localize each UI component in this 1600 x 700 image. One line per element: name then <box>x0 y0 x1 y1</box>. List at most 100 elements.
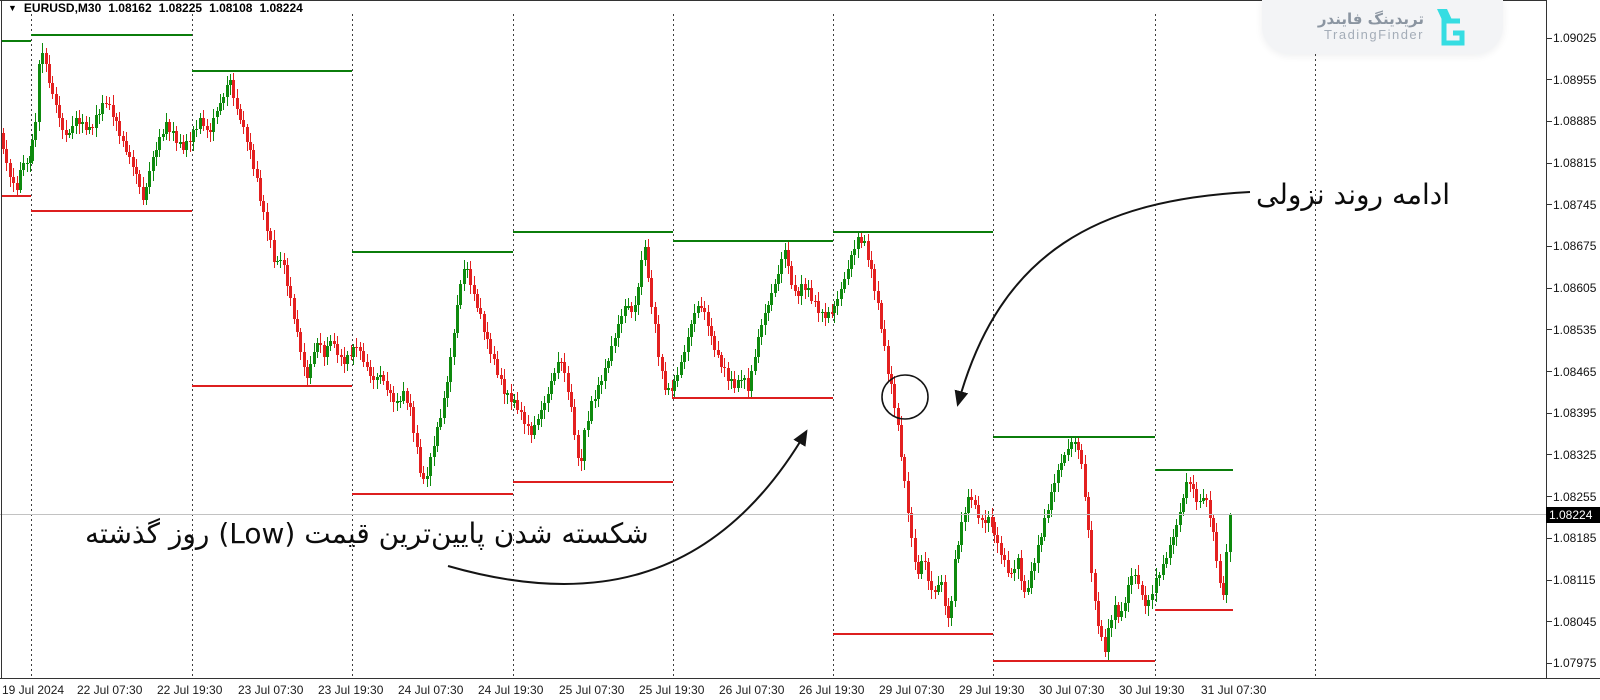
day-separator <box>30 14 32 678</box>
candle-body <box>279 260 283 262</box>
candle-body <box>148 171 152 187</box>
candle-body <box>1060 462 1064 470</box>
candle-body <box>358 347 362 352</box>
candle-body <box>388 390 392 394</box>
candle-body <box>222 97 226 104</box>
candle-body <box>766 304 770 313</box>
candle-body <box>1165 557 1169 564</box>
candle-body <box>1140 584 1144 596</box>
candle-body <box>239 109 242 121</box>
candle-body <box>1019 558 1023 582</box>
candle-body <box>316 342 320 352</box>
candle-body <box>950 601 954 618</box>
candle-body <box>1195 488 1199 502</box>
ohlc-high-value: 1.08225 <box>158 1 203 15</box>
day-separator <box>672 14 674 678</box>
candle-body <box>128 152 132 157</box>
price-tick <box>1546 371 1552 373</box>
candle-body <box>667 388 671 391</box>
candle-body <box>57 104 61 118</box>
candle-body <box>342 356 346 364</box>
daily-low-line <box>673 397 833 400</box>
candle-body <box>91 126 95 129</box>
candle-body <box>880 303 883 329</box>
candle-body <box>869 259 873 269</box>
day-separator <box>1314 14 1316 678</box>
candle-body <box>121 135 125 142</box>
candle-body <box>178 142 182 144</box>
current-price-badge: 1.08224 <box>1546 507 1600 523</box>
tradingfinder-watermark: تریدینگ فایندر TradingFinder <box>1262 0 1503 54</box>
candle-body <box>736 380 740 388</box>
price-tick <box>1546 579 1552 581</box>
candle-body <box>378 375 382 378</box>
candle-body <box>245 126 249 142</box>
candle-body <box>131 156 135 168</box>
candle-body <box>64 129 68 135</box>
candle-body <box>1181 498 1185 513</box>
candle-body <box>963 512 967 522</box>
candle-body <box>573 407 577 436</box>
candle-body <box>385 380 389 391</box>
candle-wick <box>924 552 926 570</box>
candle-body <box>1225 552 1229 596</box>
candle-body <box>866 241 870 260</box>
candle-body <box>893 384 897 409</box>
price-tick <box>1546 621 1552 623</box>
candle-body <box>1123 603 1127 612</box>
candle-body <box>533 425 537 436</box>
candle-body <box>709 326 713 337</box>
candle-body <box>22 163 26 170</box>
chart-title: ▼ EURUSD,M30 1.08162 1.08225 1.08108 1.0… <box>8 1 303 15</box>
candle-body <box>375 377 379 380</box>
candle-body <box>432 445 436 457</box>
candle-body <box>302 351 306 367</box>
candle-body <box>158 137 162 151</box>
candle-body <box>1191 484 1195 489</box>
candle-body <box>1029 571 1033 588</box>
candle-body <box>616 323 620 338</box>
candle-body <box>570 391 574 408</box>
candle-body <box>843 278 847 290</box>
candle-body <box>392 393 396 403</box>
candle-body <box>730 379 734 381</box>
candle-wick <box>92 123 94 136</box>
candle-body <box>1083 463 1087 497</box>
daily-high-line <box>192 69 352 72</box>
candle-body <box>1063 454 1067 463</box>
candle-body <box>1158 574 1162 578</box>
candle-body <box>496 358 500 375</box>
candle-wick <box>209 123 211 142</box>
candle-body <box>28 155 32 163</box>
candle-body <box>202 118 206 126</box>
price-tick <box>1546 454 1552 456</box>
candle-body <box>586 420 590 431</box>
candle-wick <box>628 297 629 311</box>
candle-body <box>756 336 760 358</box>
chart-plot-area[interactable] <box>0 0 1546 679</box>
collapse-triangle-icon[interactable]: ▼ <box>8 3 17 13</box>
candle-body <box>368 367 372 376</box>
candle-wick <box>379 365 381 385</box>
daily-high-line <box>31 34 192 37</box>
price-axis-label: 1.08185 <box>1553 531 1597 546</box>
chart-left-border <box>1 0 2 679</box>
candle-body <box>425 476 429 480</box>
candle-body <box>1178 512 1182 525</box>
candle-body <box>419 446 423 473</box>
candle-body <box>259 178 263 201</box>
candle-body <box>566 372 570 392</box>
candle-wick <box>864 234 866 247</box>
daily-low-line <box>192 385 352 388</box>
price-tick <box>1546 662 1552 664</box>
candle-body <box>415 432 419 447</box>
candle-body <box>429 456 433 477</box>
candle-body <box>44 52 48 65</box>
candle-body <box>94 114 98 129</box>
candle-body <box>262 200 266 213</box>
candle-body <box>372 375 376 380</box>
candle-body <box>823 312 827 318</box>
candle-body <box>516 399 520 410</box>
price-tick <box>1546 287 1552 289</box>
